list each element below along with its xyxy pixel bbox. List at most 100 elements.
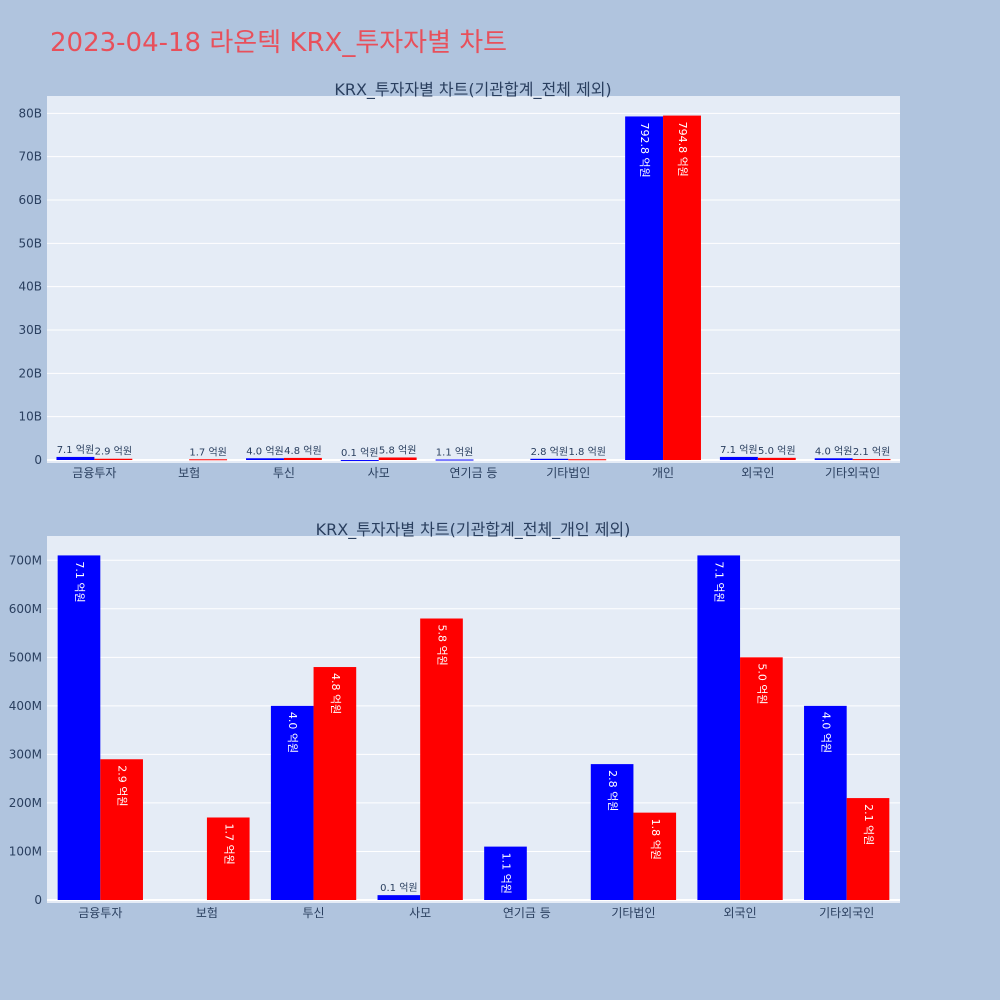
- page-title: 2023-04-18 라온텍 KRX_투자자별 차트: [50, 28, 508, 58]
- chart-title-top: KRX_투자자별 차트(기관합계_전체 제외): [334, 80, 611, 100]
- data-label: 1.7 억원: [222, 823, 235, 864]
- y-tick-label: 100M: [9, 844, 42, 858]
- x-tick-label: 개인: [652, 466, 674, 480]
- y-tick-label: 10B: [18, 410, 42, 424]
- bar: [663, 115, 701, 460]
- y-tick-label: 700M: [9, 553, 42, 567]
- data-label: 7.1 억원: [720, 444, 757, 456]
- bar: [206, 817, 250, 900]
- data-label: 4.8 억원: [329, 673, 342, 714]
- data-label: 0.1 억원: [341, 447, 378, 459]
- data-label: 2.8 억원: [606, 770, 619, 811]
- bar: [719, 456, 758, 460]
- data-label: 7.1 억원: [57, 444, 94, 456]
- data-label: 1.7 억원: [189, 446, 226, 458]
- y-tick-label: 80B: [18, 106, 42, 120]
- y-tick-label: 30B: [18, 323, 42, 337]
- bar-layer: [56, 115, 891, 900]
- bar: [100, 759, 143, 900]
- bar: [57, 555, 101, 900]
- data-label: 1.1 억원: [436, 447, 473, 459]
- y-tick-label: 60B: [18, 193, 42, 207]
- data-label: 0.1 억원: [380, 882, 417, 894]
- data-label: 5.8 억원: [436, 625, 449, 666]
- data-label: 4.0 억원: [815, 445, 852, 457]
- data-label: 2.9 억원: [116, 765, 129, 806]
- bar: [846, 798, 890, 900]
- y-tick-label: 300M: [9, 747, 42, 761]
- x-tick-label: 외국인: [741, 466, 774, 480]
- data-label: 2.8 억원: [531, 446, 568, 458]
- bar: [377, 895, 421, 900]
- y-tick-label: 400M: [9, 699, 42, 713]
- data-label: 2.1 억원: [853, 446, 890, 458]
- data-label: 4.0 억원: [819, 712, 832, 753]
- y-tick-label: 0: [34, 893, 42, 907]
- x-tick-label: 외국인: [724, 906, 757, 920]
- bar: [568, 459, 607, 461]
- data-label: 1.8 억원: [568, 446, 605, 458]
- y-tick-label: 600M: [9, 602, 42, 616]
- bar: [420, 618, 463, 900]
- data-label: 4.0 억원: [286, 712, 299, 753]
- x-tick-label: 보험: [178, 466, 200, 480]
- y-tick-label: 50B: [18, 236, 42, 250]
- bar: [378, 457, 417, 460]
- bar: [590, 764, 634, 900]
- bar: [435, 459, 474, 461]
- bar: [530, 458, 569, 460]
- x-tick-label: 기타외국인: [825, 466, 880, 480]
- data-label: 792.8 억원: [638, 122, 651, 177]
- x-tick-label: 투신: [303, 906, 325, 920]
- x-tick-label: 기타법인: [611, 906, 655, 920]
- bar: [313, 667, 357, 900]
- data-label: 4.8 억원: [284, 445, 321, 457]
- bar: [625, 116, 664, 460]
- x-tick-label: 투신: [273, 466, 295, 480]
- data-label: 2.9 억원: [95, 446, 132, 458]
- bar: [189, 459, 228, 461]
- y-tick-label: 200M: [9, 796, 42, 810]
- x-tick-label: 연기금 등: [503, 906, 551, 920]
- bar: [697, 555, 741, 900]
- x-tick-label: 금융투자: [78, 906, 122, 920]
- bar: [757, 457, 796, 460]
- chart-title-bottom: KRX_투자자별 차트(기관합계_전체_개인 제외): [316, 520, 631, 540]
- data-label: 7.1 억원: [73, 561, 86, 602]
- data-label: 4.0 억원: [246, 445, 283, 457]
- data-label: 1.1 억원: [499, 853, 512, 894]
- bar: [246, 458, 284, 460]
- bar: [814, 458, 853, 460]
- data-label: 5.0 억원: [758, 445, 795, 457]
- data-label: 794.8 억원: [676, 122, 689, 177]
- data-label: 7.1 억원: [713, 561, 726, 602]
- y-tick-label: 0: [34, 453, 42, 467]
- x-tick-label: 기타법인: [546, 466, 590, 480]
- x-tick-label: 사모: [368, 466, 390, 480]
- x-tick-label: 연기금 등: [450, 466, 498, 480]
- bar: [740, 657, 783, 900]
- bar: [340, 459, 379, 461]
- x-tick-label: 보험: [196, 906, 218, 920]
- y-tick-label: 40B: [18, 280, 42, 294]
- bar: [56, 456, 95, 460]
- y-tick-label: 70B: [18, 150, 42, 164]
- y-tick-label: 20B: [18, 366, 42, 380]
- x-tick-label: 금융투자: [72, 466, 116, 480]
- bar: [633, 812, 677, 900]
- label-layer: 7.1 억원 4.0 억원 0.1 억원 1.1 억원 2.8 억원 792.8 억원 7.…: [57, 122, 891, 895]
- bar: [852, 459, 891, 461]
- data-label: 2.1 억원: [862, 804, 875, 845]
- bar: [804, 705, 847, 900]
- bar: [270, 705, 314, 900]
- x-tick-label: 사모: [409, 906, 431, 920]
- plot-area-top: [47, 96, 900, 463]
- bar: [484, 846, 527, 900]
- data-label: 5.8 억원: [379, 444, 416, 456]
- data-label: 1.8 억원: [649, 819, 662, 860]
- data-label: 5.0 억원: [755, 663, 768, 704]
- y-tick-label: 500M: [9, 650, 42, 664]
- bar: [94, 458, 133, 460]
